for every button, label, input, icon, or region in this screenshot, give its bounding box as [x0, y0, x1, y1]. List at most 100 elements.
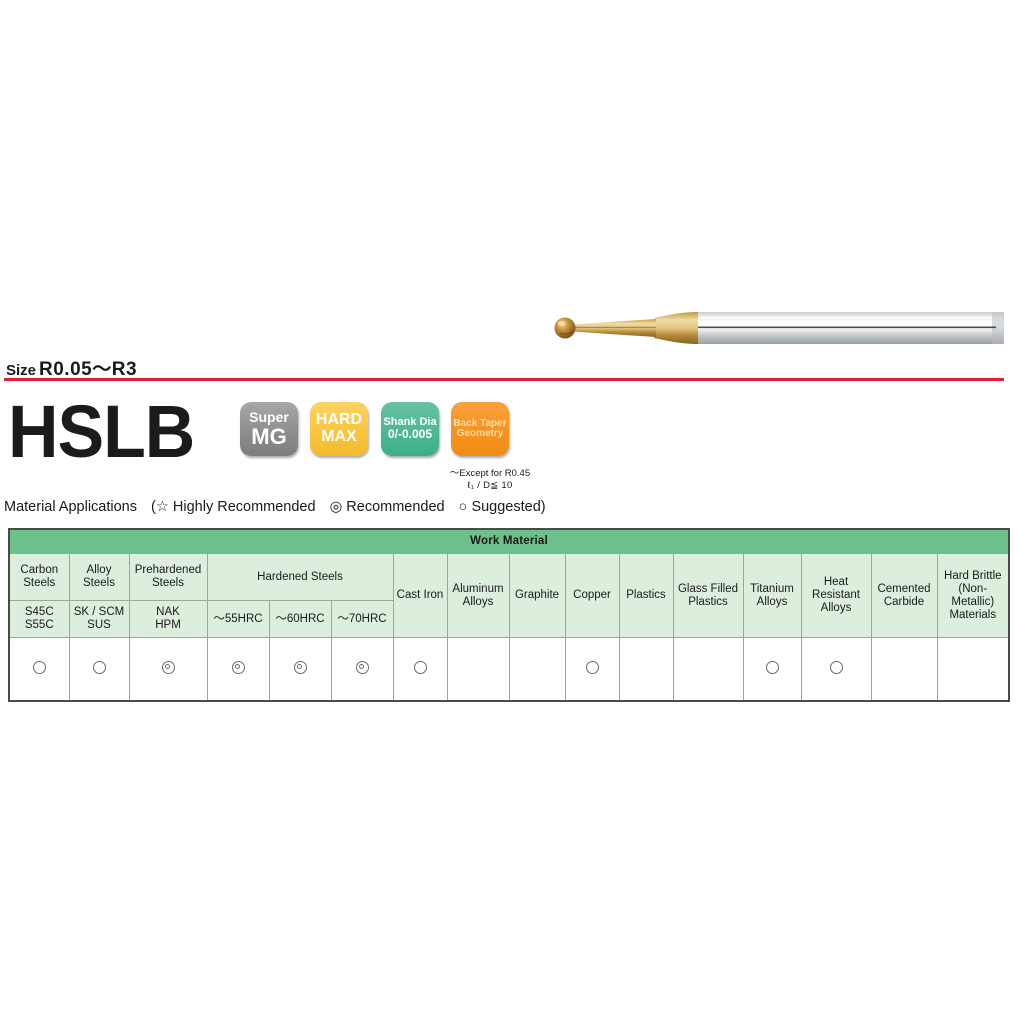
mark-aluminum-alloys	[446, 637, 510, 702]
header-alloy-steels-line1: Alloy	[86, 564, 112, 576]
size-line: Size R0.05〜R3	[6, 354, 137, 381]
badge-footnote: ～Except for R0.45 ℓ₁ / D≦ 10	[428, 468, 552, 492]
mark-prehardened-steels	[128, 637, 208, 702]
mark-heat-resistant-alloys	[800, 637, 872, 702]
header-hard-brittle-line2: (Non-Metallic) Materials	[949, 582, 997, 621]
circle-icon	[413, 660, 427, 674]
header-aluminum-alloys-line1: Aluminum	[452, 582, 504, 595]
subheader-hardened-60hrc: ～60HRC	[268, 600, 332, 638]
work-material-table: Work Material Carbon Steels Alloy Steels…	[8, 528, 1011, 702]
material-applications-legend: Material Applications (☆ Highly Recommen…	[4, 499, 546, 515]
badge-footnote-line1: ～Except for R0.45	[449, 468, 531, 479]
header-cast-iron-line1: Cast Iron	[396, 589, 444, 601]
tool-neck	[572, 319, 656, 337]
table-header-row-2: S45C S55C SK / SCM SUS NAK HPM ～55HRC ～6…	[8, 600, 1009, 638]
header-titanium-alloys: Titanium Alloys	[742, 553, 802, 638]
circle-icon	[765, 660, 779, 674]
badge-hard-max-line2: MAX	[321, 428, 357, 445]
header-cemented-carbide: Cemented Carbide	[870, 553, 938, 638]
double-circle-icon	[231, 660, 245, 674]
header-prehardened-steels: Prehardened Steels	[128, 553, 208, 601]
mark-plastics	[618, 637, 674, 702]
legend-double-label: Recommended	[346, 499, 445, 515]
circle-icon: ○	[458, 499, 468, 515]
size-value: R0.05〜R3	[39, 359, 138, 380]
badge-back-taper-line2: Geometry	[456, 428, 504, 439]
double-circle-icon	[161, 660, 175, 674]
table-band-row: Work Material	[8, 528, 1010, 554]
header-hard-brittle: Hard Brittle (Non-Metallic) Materials	[936, 553, 1010, 638]
header-aluminum-alloys-line2: Alloys	[462, 595, 494, 608]
header-glass-filled-plastics: Glass Filled Plastics	[672, 553, 744, 638]
header-glass-filled-plastics-line1: Glass Filled	[677, 582, 739, 595]
subheader-prehardened-steels-line1: NAK	[156, 606, 180, 618]
header-prehardened-steels-line1: Prehardened	[134, 564, 202, 576]
badge-footnote-line2: ℓ₁ / D≦ 10	[467, 480, 513, 491]
subheader-hardened-55hrc: ～55HRC	[206, 600, 270, 638]
header-carbon-steels-line1: Carbon	[20, 564, 59, 576]
legend-close-paren: )	[540, 499, 546, 515]
header-hardened-steels-group: Hardened Steels	[206, 553, 394, 601]
mark-hardened-55hrc	[206, 637, 270, 702]
header-titanium-alloys-line1: Titanium	[750, 582, 794, 595]
subheader-alloy-steels-line1: SK / SCM	[73, 606, 125, 618]
mark-titanium-alloys	[742, 637, 802, 702]
legend-star-label: Highly Recommended	[172, 499, 316, 515]
subheader-alloy-steels-line2: SUS	[87, 619, 111, 631]
mark-hard-brittle	[936, 637, 1010, 702]
mark-glass-filled-plastics	[672, 637, 744, 702]
badge-super-mg: Super MG	[240, 402, 298, 456]
brand-name-hslb: HSLB	[8, 390, 195, 473]
badge-shank-dia: Shank Dia 0/-0.005	[381, 402, 439, 456]
subheader-prehardened-steels: NAK HPM	[128, 600, 208, 638]
subheader-prehardened-steels-line2: HPM	[155, 619, 181, 631]
header-prehardened-steels-line2: Steels	[152, 577, 184, 589]
header-heat-resistant-alloys: Heat Resistant Alloys	[800, 553, 872, 638]
header-cemented-carbide-line1: Cemented	[877, 582, 931, 595]
mark-copper	[564, 637, 620, 702]
header-cemented-carbide-line2: Carbide	[883, 595, 925, 608]
circle-icon	[32, 660, 46, 674]
header-titanium-alloys-line2: Alloys	[756, 595, 788, 608]
badge-shank-dia-line1: Shank Dia	[383, 415, 437, 428]
star-icon: ☆	[155, 499, 169, 515]
mark-alloy-steels	[68, 637, 130, 702]
subheader-alloy-steels: SK / SCM SUS	[68, 600, 130, 638]
badge-super-mg-line2: MG	[251, 423, 287, 449]
header-copper: Copper	[564, 553, 620, 638]
header-alloy-steels-line2: Steels	[83, 577, 115, 589]
mark-hardened-60hrc	[268, 637, 332, 702]
header-carbon-steels-line2: Steels	[23, 577, 56, 589]
header-graphite: Graphite	[508, 553, 566, 638]
header-alloy-steels: Alloy Steels	[68, 553, 130, 601]
mark-cast-iron	[392, 637, 448, 702]
double-circle-icon	[355, 660, 369, 674]
subheader-carbon-steels-line2: S55C	[24, 619, 54, 631]
header-carbon-steels: Carbon Steels	[8, 553, 70, 601]
header-cast-iron: Cast Iron	[392, 553, 448, 638]
header-copper-line1: Copper	[573, 589, 611, 601]
double-circle-icon	[293, 660, 307, 674]
header-hard-brittle-line1: Hard Brittle	[944, 569, 1002, 582]
header-graphite-line1: Graphite	[514, 589, 560, 601]
mark-cemented-carbide	[870, 637, 938, 702]
header-aluminum-alloys: Aluminum Alloys	[446, 553, 510, 638]
work-material-band: Work Material	[8, 528, 1010, 554]
table-header-row-1: Carbon Steels Alloy Steels Prehardened S…	[8, 553, 1010, 638]
table-row	[8, 637, 1010, 702]
legend-title: Material Applications	[4, 499, 137, 515]
mark-graphite	[508, 637, 566, 702]
tool-photo-ball-nose-end-mill	[554, 312, 1004, 344]
size-label: Size	[6, 362, 37, 379]
legend-circle-label: Suggested	[471, 499, 541, 515]
tool-ball-tip	[554, 317, 576, 339]
header-heat-resistant-alloys-line1: Heat	[823, 576, 849, 588]
header-glass-filled-plastics-line2: Plastics	[688, 595, 728, 608]
brand-row: HSLB Super MG HARD MAX Shank Dia 0/-0.00…	[8, 390, 568, 473]
red-divider-rule	[4, 378, 1004, 381]
circle-icon	[829, 660, 843, 674]
mark-hardened-70hrc	[330, 637, 394, 702]
circle-icon	[92, 660, 106, 674]
header-plastics-line1: Plastics	[626, 589, 666, 601]
double-circle-icon: ◎	[329, 499, 343, 515]
